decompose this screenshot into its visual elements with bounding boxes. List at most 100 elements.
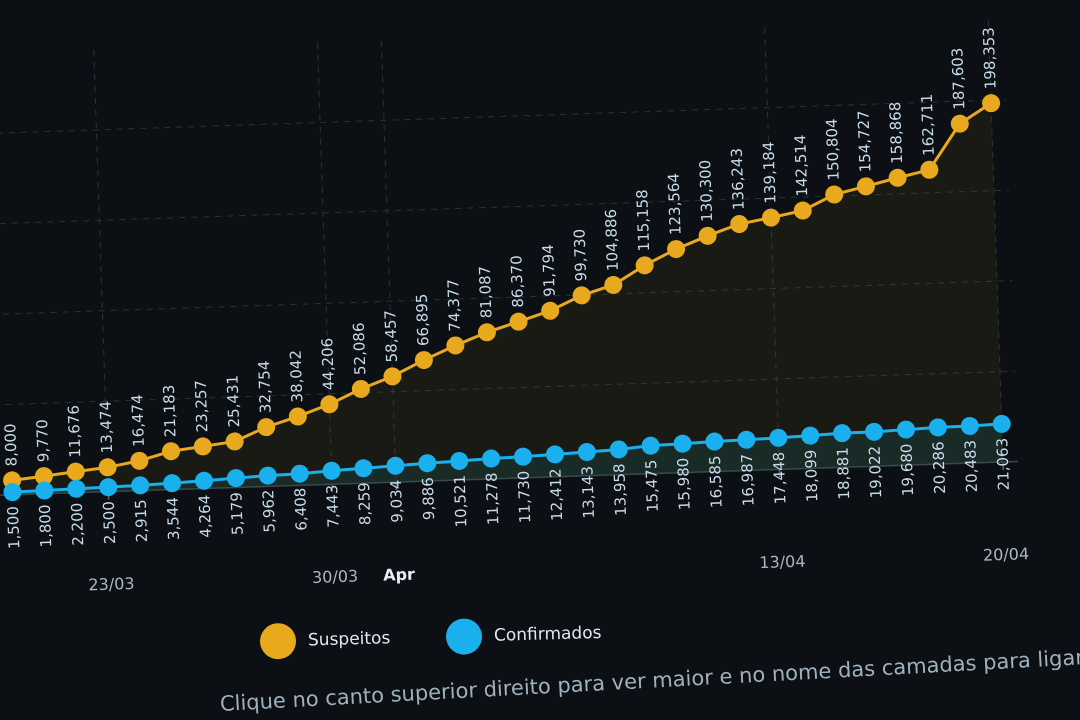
data-point-confirmados [354, 459, 373, 478]
data-point-suspeitos [888, 168, 907, 187]
data-point-suspeitos [856, 177, 875, 196]
data-label-confirmados: 11,730 [515, 470, 535, 523]
x-tick-label: 23/03 [88, 574, 135, 595]
data-point-confirmados [450, 451, 469, 470]
data-label-confirmados: 5,179 [227, 492, 246, 536]
x-tick-label: 30/03 [312, 566, 359, 587]
data-label-confirmados: 19,022 [866, 446, 886, 499]
data-label-confirmados: 6,408 [291, 487, 310, 531]
data-point-confirmados [545, 445, 564, 464]
data-point-suspeitos [257, 418, 276, 437]
data-point-suspeitos [825, 185, 844, 204]
data-point-suspeitos [320, 395, 339, 414]
data-point-suspeitos [730, 215, 749, 234]
data-point-suspeitos [604, 275, 623, 294]
legend-label-suspeitos: Suspeitos [307, 628, 391, 651]
data-point-confirmados [833, 424, 852, 443]
data-label-confirmados: 9,034 [387, 479, 406, 523]
grid-line-vertical [93, 49, 109, 492]
data-point-confirmados [194, 471, 213, 490]
data-point-confirmados [577, 443, 596, 462]
data-point-suspeitos [98, 458, 117, 477]
x-tick-label: 20/04 [983, 544, 1030, 565]
data-label-suspeitos: 66,895 [413, 293, 433, 346]
legend-label-confirmados: Confirmados [493, 622, 602, 646]
data-point-suspeitos [793, 201, 812, 220]
data-label-suspeitos: 139,184 [759, 141, 779, 204]
grid-line-vertical [987, 20, 1004, 463]
data-label-confirmados: 12,412 [546, 468, 566, 521]
data-label-suspeitos: 130,300 [696, 160, 716, 223]
data-point-confirmados [258, 466, 277, 485]
data-label-suspeitos: 150,804 [823, 118, 843, 181]
legend-item-confirmados[interactable]: Confirmados [445, 615, 602, 656]
data-point-suspeitos [509, 312, 528, 331]
data-label-suspeitos: 187,603 [948, 47, 968, 110]
data-label-confirmados: 1,800 [36, 504, 55, 548]
data-point-confirmados [163, 474, 182, 493]
data-point-confirmados [35, 481, 54, 500]
data-label-suspeitos: 16,474 [128, 394, 148, 447]
data-label-suspeitos: 99,730 [570, 229, 590, 282]
x-tick-label: 13/04 [759, 552, 806, 573]
data-label-suspeitos: 74,377 [444, 279, 464, 332]
data-label-confirmados: 5,962 [259, 489, 278, 533]
data-point-suspeitos [541, 301, 560, 320]
data-point-suspeitos [950, 114, 969, 133]
data-point-suspeitos [414, 351, 433, 370]
data-label-suspeitos: 115,158 [633, 189, 653, 252]
data-label-suspeitos: 136,243 [728, 148, 748, 211]
data-point-suspeitos [477, 323, 496, 342]
data-point-suspeitos [698, 226, 717, 245]
data-label-suspeitos: 13,474 [96, 401, 116, 454]
data-point-suspeitos [162, 442, 181, 461]
data-label-confirmados: 15,475 [642, 459, 662, 512]
data-point-suspeitos [982, 94, 1001, 113]
data-point-suspeitos [383, 367, 402, 386]
data-label-confirmados: 20,286 [929, 441, 949, 494]
data-point-confirmados [99, 478, 118, 497]
data-point-confirmados [609, 440, 628, 459]
data-label-suspeitos: 154,727 [854, 110, 874, 173]
data-label-suspeitos: 91,794 [539, 244, 559, 297]
data-label-confirmados: 21,063 [993, 438, 1013, 491]
data-point-confirmados [992, 414, 1011, 433]
data-point-confirmados [865, 422, 884, 441]
data-point-suspeitos [635, 256, 654, 275]
data-label-suspeitos: 23,257 [192, 380, 212, 433]
data-label-suspeitos: 21,183 [160, 384, 180, 437]
data-label-suspeitos: 52,086 [350, 322, 370, 375]
data-point-suspeitos [761, 208, 780, 227]
data-point-confirmados [290, 464, 309, 483]
data-point-confirmados [482, 449, 501, 468]
data-point-confirmados [769, 428, 788, 447]
data-point-suspeitos [130, 451, 149, 470]
data-point-confirmados [673, 434, 692, 453]
data-point-confirmados [3, 483, 22, 502]
grid-line-horizontal [0, 280, 1013, 317]
data-label-suspeitos: 9,770 [33, 419, 52, 463]
data-point-confirmados [514, 447, 533, 466]
data-label-suspeitos: 123,564 [665, 173, 685, 236]
grid-line-vertical [316, 42, 333, 485]
data-label-confirmados: 1,500 [4, 506, 23, 550]
data-point-suspeitos [446, 336, 465, 355]
data-point-suspeitos [351, 379, 370, 398]
data-point-suspeitos [288, 407, 307, 426]
x-tick-label: Apr [383, 565, 415, 585]
data-label-confirmados: 2,915 [132, 499, 151, 543]
data-label-confirmados: 17,448 [770, 452, 790, 505]
data-label-suspeitos: 162,711 [918, 93, 938, 156]
data-label-confirmados: 13,143 [578, 466, 598, 519]
data-label-confirmados: 18,881 [834, 447, 854, 500]
data-point-suspeitos [34, 467, 53, 486]
data-label-confirmados: 18,099 [802, 449, 822, 502]
data-label-confirmados: 4,264 [195, 494, 214, 538]
data-point-confirmados [896, 420, 915, 439]
confirmados-swatch-icon [445, 618, 483, 656]
data-point-confirmados [322, 461, 341, 480]
data-label-confirmados: 15,980 [674, 457, 694, 510]
data-label-suspeitos: 11,676 [65, 405, 85, 458]
data-label-confirmados: 20,483 [961, 440, 981, 493]
legend-item-suspeitos[interactable]: Suspeitos [259, 620, 391, 660]
